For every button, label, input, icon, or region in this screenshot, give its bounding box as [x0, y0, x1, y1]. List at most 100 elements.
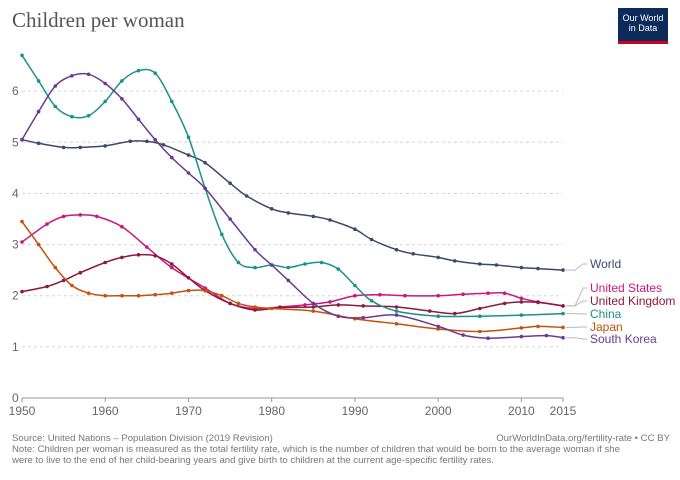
data-point-world [536, 266, 540, 271]
data-point-china [103, 99, 107, 104]
series-line-china [21, 54, 564, 318]
data-point-united-states [20, 240, 24, 244]
source-url-link[interactable]: OurWorldInData.org/fertility-rate • CC B… [496, 433, 670, 444]
data-point-united-kingdom [519, 300, 524, 304]
chart-footer: Source: United Nations – Population Divi… [12, 433, 680, 466]
data-point-china [186, 135, 191, 139]
data-point-world [353, 227, 357, 231]
data-point-south-korea [70, 74, 74, 78]
data-point-china [170, 99, 174, 104]
data-point-japan [561, 325, 565, 330]
data-point-china [519, 313, 524, 317]
owid-logo[interactable]: Our World in Data [618, 8, 668, 44]
data-point-world [436, 255, 441, 260]
data-point-united-states [303, 303, 307, 307]
data-point-china [86, 113, 91, 118]
y-tick-label: 3 [12, 238, 19, 252]
x-tick-label: 2010 [508, 404, 535, 418]
data-point-south-korea [120, 97, 124, 101]
data-point-japan [236, 301, 241, 306]
data-point-united-states [120, 224, 124, 229]
y-tick-label: 1 [12, 340, 19, 354]
data-point-china [120, 79, 124, 83]
data-point-china [286, 265, 291, 270]
data-point-china [53, 104, 58, 109]
x-tick-label: 1980 [258, 404, 285, 418]
y-tick-label: 4 [12, 186, 19, 200]
data-point-united-states [45, 222, 49, 226]
data-point-south-korea [136, 117, 141, 122]
data-point-japan [394, 322, 399, 326]
data-point-south-korea [86, 72, 91, 77]
data-point-south-korea [461, 333, 465, 337]
data-point-south-korea [228, 217, 232, 221]
data-point-japan [36, 242, 41, 247]
data-point-japan [20, 219, 24, 224]
data-point-world [161, 143, 166, 147]
data-point-united-states [519, 296, 524, 301]
series-line-world [21, 138, 564, 271]
data-point-united-states [436, 293, 441, 298]
data-point-japan [536, 324, 540, 329]
data-point-united-kingdom [136, 253, 141, 257]
data-point-united-kingdom [45, 284, 49, 289]
series-line-south-korea [21, 72, 564, 339]
data-point-united-states [461, 292, 465, 297]
data-point-china [70, 114, 74, 119]
data-point-united-kingdom [502, 301, 507, 306]
data-point-united-states [203, 286, 207, 290]
data-point-united-states [145, 245, 149, 249]
data-point-china [436, 314, 441, 319]
data-point-china [20, 53, 24, 58]
y-tick-label: 5 [12, 135, 19, 149]
data-point-south-korea [311, 301, 316, 306]
data-point-china [561, 311, 565, 316]
data-point-south-korea [186, 171, 191, 175]
data-point-china [369, 299, 374, 303]
legend-label-china: China [590, 307, 622, 321]
data-point-united-kingdom [78, 270, 83, 275]
data-point-south-korea [561, 335, 565, 340]
data-point-united-kingdom [536, 300, 540, 305]
data-point-united-kingdom [394, 305, 399, 309]
data-point-china [236, 260, 241, 265]
data-point-china [136, 68, 141, 73]
data-point-south-korea [253, 247, 257, 252]
data-point-united-kingdom [186, 276, 191, 280]
data-point-world [453, 259, 457, 263]
data-point-world [328, 218, 332, 222]
data-point-united-kingdom [170, 262, 174, 266]
data-point-japan [203, 288, 207, 293]
data-point-south-korea [436, 324, 441, 329]
data-point-world [269, 207, 274, 211]
x-tick-label: 1950 [9, 404, 36, 418]
legend-connector [566, 263, 587, 271]
data-point-world [519, 265, 524, 270]
data-point-south-korea [203, 186, 207, 191]
data-point-world [36, 141, 41, 146]
data-point-japan [120, 293, 124, 298]
data-point-united-states [403, 293, 407, 298]
chart-title: Children per woman [12, 8, 185, 32]
data-point-united-states [61, 214, 66, 219]
data-point-united-kingdom [120, 255, 124, 260]
source-text: Source: United Nations – Population Divi… [12, 433, 273, 444]
note-line-2: were to live to the end of her child-bea… [12, 455, 495, 466]
data-point-china [478, 314, 482, 319]
data-point-china [253, 265, 257, 270]
legend-connector [566, 300, 587, 307]
data-point-united-kingdom [336, 303, 341, 307]
logo-line-1: Our World [622, 13, 664, 23]
data-point-japan [153, 292, 157, 297]
legend-label-united-states: United States [590, 281, 662, 295]
data-point-china [394, 309, 399, 313]
data-point-japan [170, 291, 174, 296]
data-point-world [478, 262, 482, 266]
data-point-japan [269, 306, 274, 311]
data-point-world [561, 268, 565, 272]
data-point-world [494, 263, 499, 267]
data-point-world [286, 211, 291, 215]
data-point-world [103, 144, 107, 148]
data-point-south-korea [519, 334, 524, 339]
data-point-world [128, 139, 132, 144]
